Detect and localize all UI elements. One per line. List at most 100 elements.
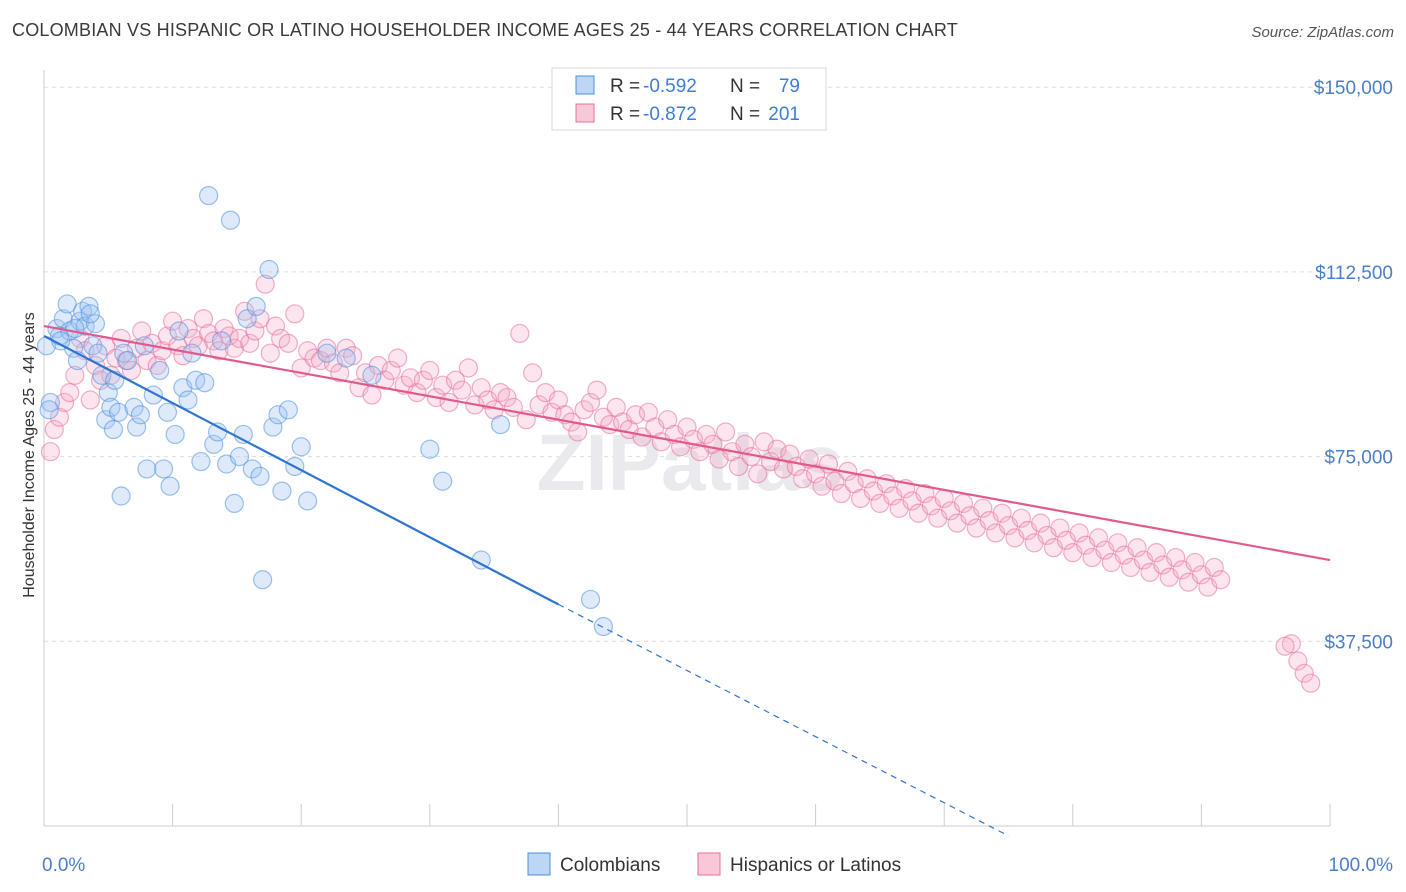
hispanic-point-70 xyxy=(433,375,453,395)
colombian-point-56 xyxy=(259,259,279,280)
x-tick-label-0: 0.0% xyxy=(42,855,85,876)
hispanic-point-190 xyxy=(1204,557,1224,578)
hispanic-point-195 xyxy=(1301,673,1321,693)
colombian-point-54 xyxy=(250,466,270,486)
trend-lines xyxy=(43,325,1331,837)
hispanic-point-38 xyxy=(235,301,255,321)
colombian-point-26 xyxy=(126,417,147,437)
colombian-point-62 xyxy=(291,437,311,457)
y-tick-label-3: $37,500 xyxy=(1324,632,1393,653)
colombian-point-37 xyxy=(178,390,198,410)
colombian-point-74 xyxy=(65,318,85,339)
hispanic-point-154 xyxy=(973,498,993,518)
colombian-point-48 xyxy=(224,493,244,514)
chart-title: COLOMBIAN VS HISPANIC OR LATINO HOUSEHOL… xyxy=(12,20,958,40)
hispanic-point-67 xyxy=(413,370,433,390)
hispanic-point-4 xyxy=(60,382,80,403)
hispanic-point-30 xyxy=(193,309,214,329)
stats-n-label-2: N = xyxy=(730,104,760,125)
hispanic-point-124 xyxy=(780,444,800,464)
colombian-point-45 xyxy=(211,331,232,351)
hispanic-point-178 xyxy=(1127,538,1147,558)
colombian-point-33 xyxy=(160,476,180,496)
hispanic-point-114 xyxy=(715,422,736,442)
colombian-point-30 xyxy=(150,360,170,381)
colombian-point-75 xyxy=(80,304,100,324)
colombians-trend-line xyxy=(43,334,559,606)
colombian-point-40 xyxy=(191,451,211,472)
colombian-point-42 xyxy=(199,185,219,206)
colombian-point-35 xyxy=(169,321,189,341)
stats-n-value-1: 79 xyxy=(779,76,800,97)
y-tick-label-1: $112,500 xyxy=(1315,263,1393,284)
stats-r-label-2: R = xyxy=(610,104,640,125)
colombian-point-21 xyxy=(108,402,129,422)
colombian-point-5 xyxy=(57,294,77,314)
hispanic-point-46 xyxy=(278,333,298,353)
hispanic-point-42 xyxy=(255,274,275,294)
hispanics-trend-line xyxy=(43,325,1331,562)
hispanic-point-184 xyxy=(1166,547,1186,568)
colombian-point-65 xyxy=(336,348,356,368)
colombians-trend-extension xyxy=(558,603,1009,837)
hispanic-point-18 xyxy=(132,321,152,341)
legend-label-colombians: Colombians xyxy=(560,855,660,876)
colombian-point-27 xyxy=(130,405,151,425)
hispanic-point-111 xyxy=(696,424,716,445)
hispanic-point-43 xyxy=(260,343,280,363)
hispanic-point-68 xyxy=(420,360,440,381)
bottom-legend: Colombians Hispanics or Latinos xyxy=(527,852,901,876)
colombian-point-59 xyxy=(272,481,292,501)
colombian-point-64 xyxy=(317,343,337,363)
hispanic-point-76 xyxy=(471,378,491,398)
hispanic-point-95 xyxy=(593,407,614,427)
stats-r-value-1: -0.592 xyxy=(643,76,697,97)
colombian-point-34 xyxy=(165,424,185,445)
hispanic-point-187 xyxy=(1185,552,1205,573)
x-tick-labels: 0.0% 100.0% xyxy=(42,855,1393,876)
hispanic-point-84 xyxy=(523,363,543,383)
hispanic-point-131 xyxy=(825,471,845,491)
hispanic-point-23 xyxy=(157,326,178,346)
hispanic-point-80 xyxy=(497,387,517,408)
hispanic-point-62 xyxy=(381,360,401,381)
colombian-point-47 xyxy=(220,210,241,230)
colombian-point-12 xyxy=(79,296,99,317)
hispanic-point-94 xyxy=(587,380,607,400)
hispanic-point-116 xyxy=(728,456,749,477)
colombian-point-18 xyxy=(98,382,118,403)
hispanic-point-82 xyxy=(510,323,530,344)
colombian-point-72 xyxy=(593,616,614,637)
hispanic-point-53 xyxy=(323,353,343,373)
hispanic-point-175 xyxy=(1108,533,1128,553)
stats-r-label-1: R = xyxy=(610,76,640,97)
stats-r-value-2: -0.872 xyxy=(643,104,697,125)
hispanic-point-49 xyxy=(298,341,318,361)
hispanic-point-72 xyxy=(445,370,466,390)
colombian-point-78 xyxy=(39,400,59,420)
colombian-point-31 xyxy=(153,459,174,479)
hispanic-point-128 xyxy=(805,464,826,484)
hispanic-point-160 xyxy=(1011,508,1031,528)
hispanic-point-39 xyxy=(240,333,260,353)
colombian-point-66 xyxy=(362,365,382,385)
hispanic-point-172 xyxy=(1088,528,1109,548)
axes xyxy=(43,70,1331,827)
hispanic-point-126 xyxy=(793,469,813,489)
hispanic-point-0 xyxy=(40,442,61,462)
stats-n-value-2: 201 xyxy=(768,104,800,125)
hispanic-point-8 xyxy=(80,390,100,410)
hispanic-point-19 xyxy=(137,350,157,371)
hispanic-point-157 xyxy=(992,503,1012,523)
hispanic-point-145 xyxy=(915,483,935,504)
hispanic-point-191 xyxy=(1211,570,1231,590)
hispanic-point-24 xyxy=(163,311,183,331)
colombian-point-10 xyxy=(72,301,93,321)
hispanic-point-91 xyxy=(568,422,588,442)
colombian-point-57 xyxy=(263,417,283,437)
hispanic-point-74 xyxy=(458,358,478,378)
hispanic-point-47 xyxy=(285,304,305,324)
hispanic-point-119 xyxy=(748,464,768,484)
colombian-point-41 xyxy=(195,373,215,393)
